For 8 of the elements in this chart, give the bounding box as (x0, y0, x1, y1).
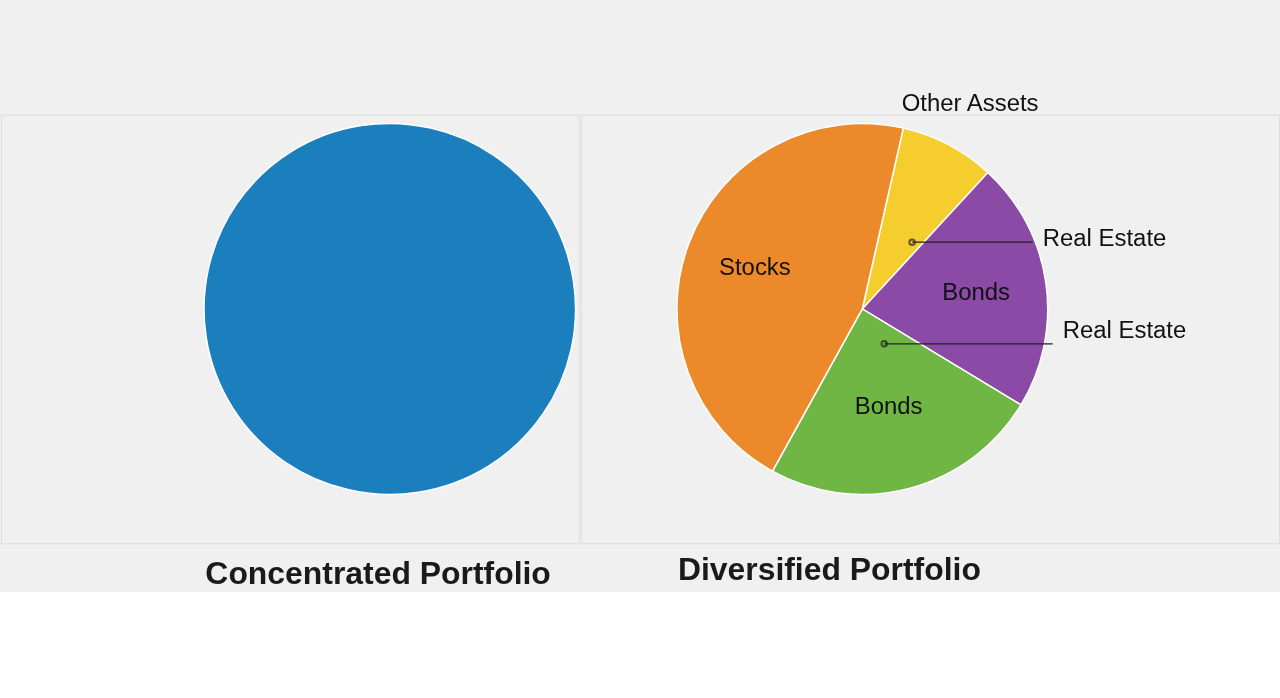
text: Real Estate (1042, 224, 1167, 252)
text: Concentrated Portfolio (205, 554, 551, 591)
slice-label: Other Assets (901, 88, 1039, 116)
text: Real Estate (1062, 315, 1187, 343)
slice-label: Bonds (942, 277, 1011, 305)
text: Diversified Portfolio (677, 551, 981, 588)
slice-label: Bonds (854, 392, 923, 420)
slice-label: Stocks (719, 252, 791, 280)
